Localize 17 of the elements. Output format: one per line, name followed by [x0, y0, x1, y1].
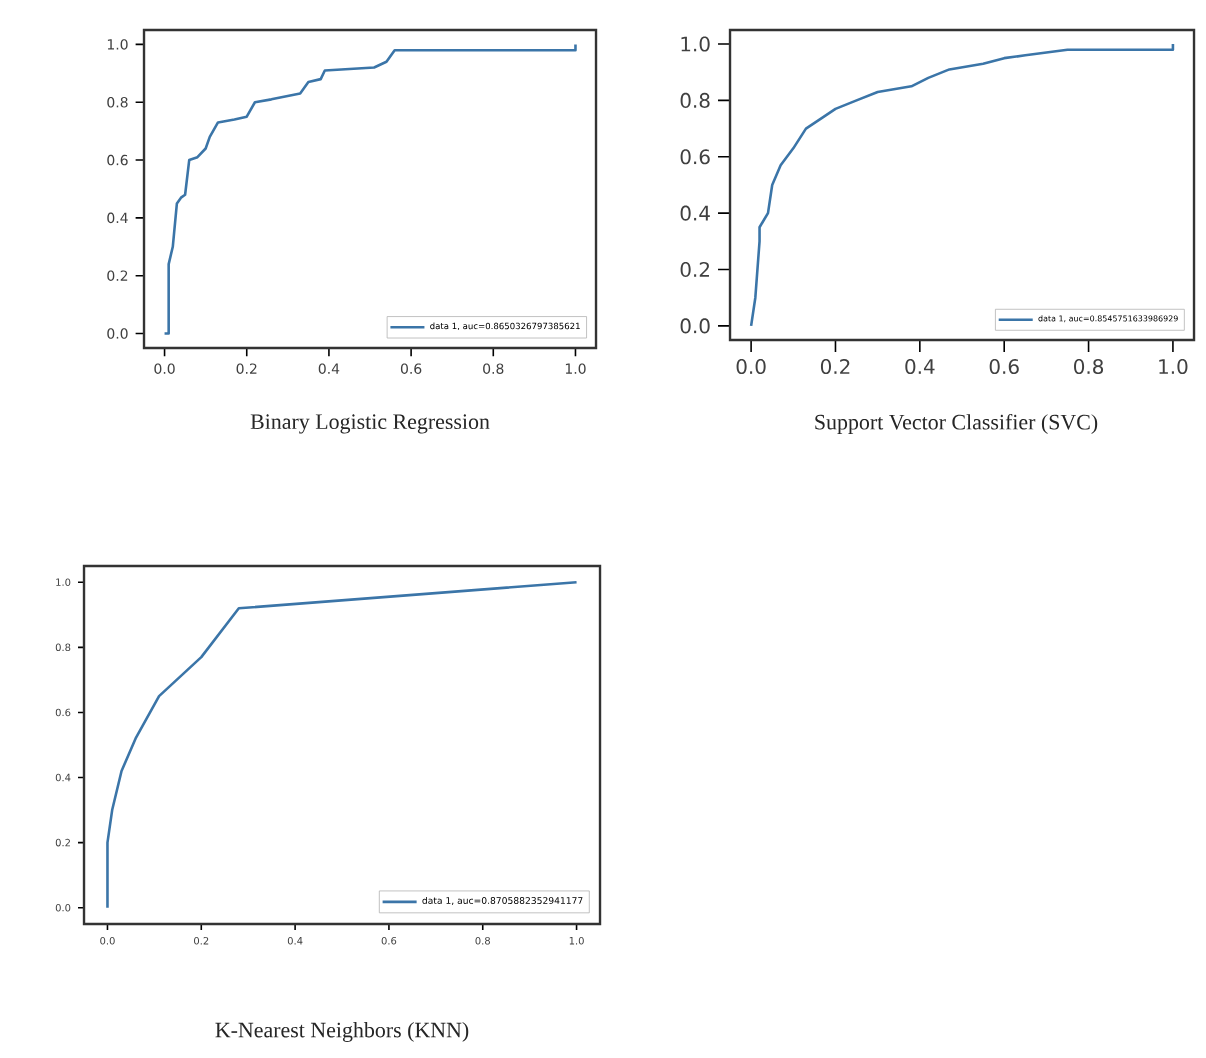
text: Support Vector Classifier (SVC) — [815, 413, 1098, 435]
x-tick-label: 0.6 — [989, 358, 1019, 375]
x-tick-label: 1.0 — [1159, 358, 1188, 375]
text: K-Nearest Neighbors (KNN) — [215, 1022, 469, 1042]
x-tick-label: 0.4 — [905, 358, 935, 375]
x-tick-label: 0.2 — [820, 358, 850, 375]
x-tick-label: 0.0 — [736, 358, 766, 375]
line-series — [163, 43, 577, 335]
y-tick-label: 1.0 — [681, 36, 710, 52]
x-tick-label: 0.8 — [1074, 358, 1104, 375]
text: Binary Logistic Regression — [250, 414, 490, 434]
y-tick-label: 0.0 — [680, 318, 710, 334]
y-tick-label: 0.4 — [680, 205, 710, 221]
y-tick-label: 0.6 — [680, 149, 710, 165]
line-series — [749, 42, 1175, 328]
y-tick-label: 0.2 — [680, 261, 709, 278]
y-tick-label: 0.8 — [680, 92, 710, 108]
